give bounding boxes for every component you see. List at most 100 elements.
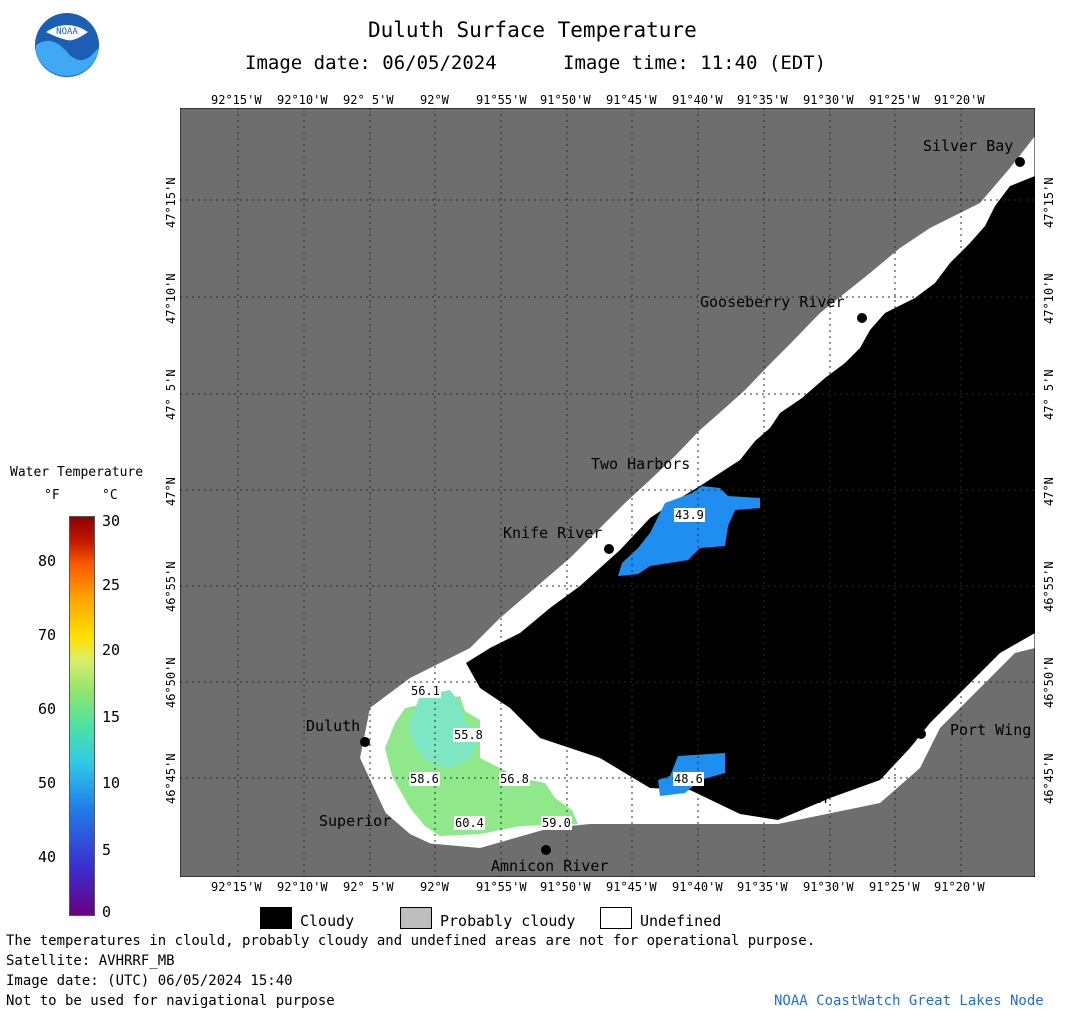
lon-tick: 92°15'W (211, 93, 262, 107)
lon-tick: 91°40'W (672, 93, 723, 107)
lon-tick: 92°10'W (277, 880, 328, 894)
colorbar-f-tick: 50 (38, 774, 57, 792)
key-undefined-label: Undefined (640, 912, 722, 930)
lat-tick: 46°45'N (1042, 753, 1056, 804)
lon-tick: 92°15'W (211, 880, 262, 894)
lat-tick: 46°55'N (164, 561, 178, 612)
place-two-harbors: Two Harbors (591, 455, 691, 473)
place-superior: Superior (319, 812, 392, 830)
colorbar-f-tick: 60 (38, 700, 57, 718)
lat-tick: 46°55'N (1042, 561, 1056, 612)
town-marker (857, 313, 867, 323)
town-marker (1015, 157, 1025, 167)
lon-tick: 91°35'W (737, 880, 788, 894)
graticule (180, 108, 1035, 877)
lon-tick: 92°W (420, 880, 449, 894)
town-marker (737, 771, 747, 781)
lon-tick: 91°20'W (934, 880, 985, 894)
key-undefined-swatch (600, 907, 632, 929)
lat-tick: 47°N (164, 477, 178, 506)
image-time: Image time: 11:40 (EDT) (563, 52, 827, 74)
key-probably-cloudy-label: Probably cloudy (440, 912, 576, 930)
land-cover-south (360, 648, 1035, 877)
place-knife-river: Knife River (503, 524, 603, 542)
town-marker (916, 729, 926, 739)
lon-tick: 91°50'W (540, 880, 591, 894)
footer-satellite: Satellite: AVHRRF_MB (6, 953, 175, 969)
colorbar-c-tick: 30 (102, 512, 121, 530)
colorbar-c-tick: 0 (102, 903, 112, 921)
lon-tick: 92°W (420, 93, 449, 107)
town-markers (360, 157, 1025, 855)
lon-tick: 92° 5'W (343, 880, 394, 894)
colorbar-unit-f: °F (44, 488, 60, 503)
place-duluth: Duluth (306, 717, 361, 735)
lon-tick: 91°35'W (737, 93, 788, 107)
lat-tick: 47° 5'N (164, 369, 178, 420)
lon-tick: 91°30'W (803, 93, 854, 107)
lon-tick: 91°45'W (606, 880, 657, 894)
lat-tick: 47° 5'N (1042, 369, 1056, 420)
key-cloudy-swatch (260, 907, 292, 929)
colorbar (69, 516, 95, 916)
lon-tick: 91°55'W (476, 880, 527, 894)
colorbar-title: Water Temperature (10, 465, 144, 480)
lat-tick: 46°50'N (1042, 657, 1056, 708)
footer-disclaimer: The temperatures in clould, probably clo… (6, 933, 816, 949)
colorbar-f-tick: 70 (38, 626, 57, 644)
colorbar-f-tick: 80 (38, 552, 57, 570)
lat-tick: 47°N (1042, 477, 1056, 506)
key-cloudy-label: Cloudy (300, 912, 355, 930)
place-brule-river: Brule River (732, 789, 832, 807)
map-panel (180, 108, 1035, 877)
place-port-wing: Port Wing (950, 721, 1032, 739)
temp-label: 48.6 (673, 772, 704, 786)
place-amnicon-river: Amnicon River (491, 857, 609, 875)
colorbar-c-tick: 20 (102, 641, 121, 659)
cold-water-area (618, 486, 760, 576)
noaa-logo: NOAA (34, 12, 100, 78)
temp-label: 58.6 (409, 772, 440, 786)
svg-text:NOAA: NOAA (56, 27, 78, 37)
lon-tick: 92°10'W (277, 93, 328, 107)
lat-tick: 47°10'N (164, 273, 178, 324)
lat-tick: 46°45'N (164, 753, 178, 804)
temp-label: 60.4 (454, 816, 485, 830)
lon-tick: 91°40'W (672, 880, 723, 894)
temp-label: 56.1 (410, 684, 441, 698)
lat-tick: 47°15'N (164, 177, 178, 228)
colorbar-c-tick: 15 (102, 708, 121, 726)
temp-label: 59.0 (541, 816, 572, 830)
place-gooseberry-river: Gooseberry River (700, 293, 845, 311)
lon-tick: 91°20'W (934, 93, 985, 107)
lon-tick: 92° 5'W (343, 93, 394, 107)
lat-tick: 47°10'N (1042, 273, 1056, 324)
temp-label: 43.9 (674, 508, 705, 522)
town-marker (604, 544, 614, 554)
map-title: Duluth Surface Temperature (368, 18, 697, 42)
lon-tick: 91°45'W (606, 93, 657, 107)
colorbar-unit-c: °C (102, 488, 118, 503)
temp-label: 56.8 (499, 772, 530, 786)
lon-tick: 91°55'W (476, 93, 527, 107)
credit-link[interactable]: NOAA CoastWatch Great Lakes Node (774, 993, 1044, 1009)
lon-tick: 91°50'W (540, 93, 591, 107)
temp-label: 55.8 (453, 728, 484, 742)
key-probably-cloudy-swatch (400, 907, 432, 929)
lon-tick: 91°25'W (869, 880, 920, 894)
colorbar-c-tick: 10 (102, 774, 121, 792)
colorbar-c-tick: 5 (102, 841, 112, 859)
footer-utc-date: Image date: (UTC) 06/05/2024 15:40 (6, 973, 293, 989)
lat-tick: 47°15'N (1042, 177, 1056, 228)
place-silver-bay: Silver Bay (923, 137, 1014, 155)
lon-tick: 91°25'W (869, 93, 920, 107)
footer-nav-warning: Not to be used for navigational purpose (6, 993, 335, 1009)
image-date: Image date: 06/05/2024 (245, 52, 497, 74)
lon-tick: 91°30'W (803, 880, 854, 894)
lat-tick: 46°50'N (164, 657, 178, 708)
town-marker (541, 845, 551, 855)
town-marker (360, 737, 370, 747)
colorbar-f-tick: 40 (38, 848, 57, 866)
colorbar-c-tick: 25 (102, 576, 121, 594)
cool-water-area (408, 690, 480, 768)
